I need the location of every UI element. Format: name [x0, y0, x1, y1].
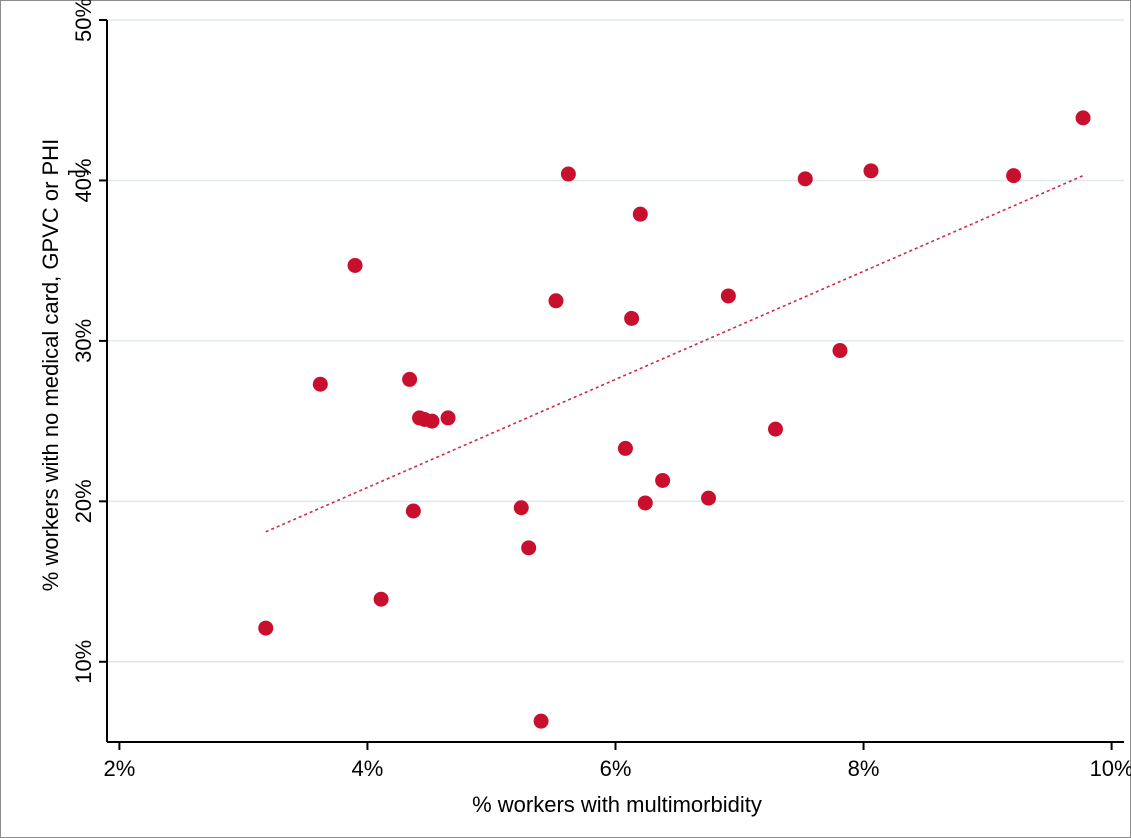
axes: 10% 20% 30% 40% 50% 2% 4% 6% 8% 10%: [71, 0, 1131, 781]
data-point-23: [797, 171, 813, 187]
data-point-9: [440, 410, 456, 426]
data-point-25: [863, 163, 879, 179]
data-point-1: [312, 376, 328, 392]
y-axis-title: % workers with no medical card, GPVC or …: [38, 139, 63, 591]
x-tick-label-2: 6%: [600, 756, 632, 781]
data-point-27: [1075, 110, 1091, 126]
y-tick-label-0: 10%: [71, 640, 96, 684]
data-point-4: [402, 371, 418, 387]
x-tick-label-1: 4%: [352, 756, 384, 781]
data-point-11: [521, 540, 537, 556]
data-point-12: [533, 713, 549, 729]
axis-labels: % workers with multimorbidity % workers …: [38, 139, 762, 817]
gridlines: [107, 19, 1124, 663]
data-point-26: [1006, 168, 1022, 184]
data-point-22: [767, 421, 783, 437]
x-axis-title: % workers with multimorbidity: [472, 792, 762, 817]
data-point-8: [424, 413, 440, 429]
data-point-15: [617, 440, 633, 456]
data-point-19: [655, 472, 671, 488]
x-tick-label-0: 2%: [104, 756, 136, 781]
data-point-0: [258, 620, 274, 636]
data-point-14: [560, 166, 576, 182]
data-point-5: [405, 503, 421, 519]
data-point-20: [701, 490, 717, 506]
y-tick-label-1: 20%: [71, 479, 96, 523]
data-points: [258, 110, 1091, 729]
fit-line: [265, 174, 1084, 533]
data-point-3: [373, 591, 389, 607]
fit-line-layer: [265, 174, 1084, 533]
data-point-24: [832, 343, 848, 359]
data-point-2: [347, 257, 363, 273]
y-tick-label-3: 40%: [71, 158, 96, 202]
data-point-10: [513, 500, 529, 516]
x-tick-label-3: 8%: [848, 756, 880, 781]
y-tick-label-4: 50%: [71, 0, 96, 42]
y-axis-title-line2: ]: [64, 169, 89, 175]
data-point-21: [720, 288, 736, 304]
data-point-16: [624, 310, 640, 326]
data-point-13: [548, 293, 564, 309]
data-point-18: [637, 495, 653, 511]
data-point-17: [632, 206, 648, 222]
y-tick-label-2: 30%: [71, 319, 96, 363]
x-tick-label-4: 10%: [1090, 756, 1131, 781]
